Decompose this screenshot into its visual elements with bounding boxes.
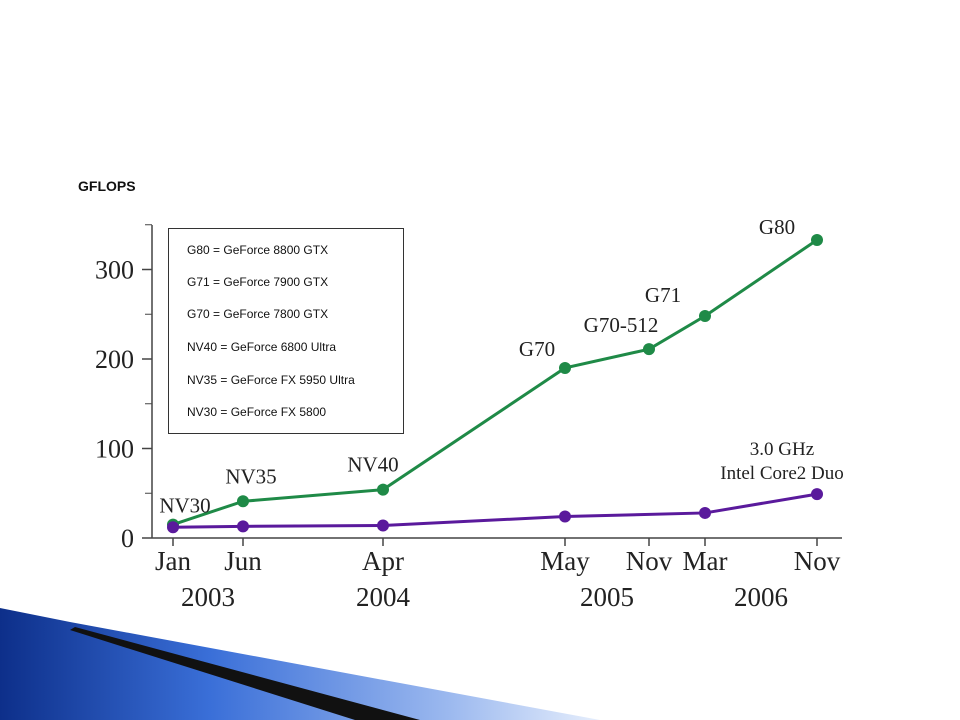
x-tick-label-month: Jun [224, 546, 262, 576]
y-tick-label: 100 [95, 435, 134, 464]
series-point-0 [377, 483, 389, 496]
legend-entry-g80: G80 = GeForce 8800 GTX [187, 243, 329, 257]
y-tick-label: 0 [121, 524, 134, 553]
y-tick-label: 300 [95, 256, 134, 285]
x-tick-label-year: 2006 [734, 582, 788, 612]
point-label: NV40 [347, 453, 398, 477]
y-axis-title: GFLOPS [78, 178, 136, 194]
x-tick-label-month: Jan [155, 546, 191, 576]
annotation-line1: 3.0 GHz [750, 439, 814, 460]
x-tick-label-year: 2003 [181, 582, 235, 612]
point-label: G70 [519, 337, 555, 361]
x-tick-label-month: Nov [626, 546, 673, 576]
series-point-0 [699, 310, 711, 323]
legend-entry-g70: G70 = GeForce 7800 GTX [187, 307, 329, 321]
black-ribbon [70, 627, 420, 720]
gflops-chart-figure: GFLOPS 0 100 200 300 Jan Jun Apr May Nov Mar Nov 20… [72, 160, 852, 615]
x-tick-label-month: Mar [683, 546, 728, 576]
series-point-1 [699, 506, 711, 519]
point-label: NV30 [159, 494, 210, 518]
gflops-line-chart: 0 100 200 300 Jan Jun Apr May Nov Mar Nov 2003 2004 2… [95, 215, 844, 612]
series-point-0 [559, 361, 571, 374]
series-point-1 [559, 510, 571, 523]
series-line-1 [172, 492, 818, 529]
point-label: G71 [645, 283, 681, 307]
series-point-0 [643, 343, 655, 356]
point-label: NV35 [225, 464, 276, 488]
x-tick-label-year: 2004 [356, 582, 411, 612]
series-point-1 [811, 488, 823, 501]
x-tick-label-month: May [540, 546, 590, 576]
series-point-1 [237, 520, 249, 533]
slide-decoration [0, 608, 600, 720]
blue-swoosh [0, 608, 600, 720]
legend-entry-nv35: NV35 = GeForce FX 5950 Ultra [187, 373, 355, 387]
series-point-1 [377, 519, 389, 532]
series-point-0 [811, 233, 823, 246]
x-tick-label-year: 2005 [580, 582, 634, 612]
legend-entry-nv30: NV30 = GeForce FX 5800 [187, 405, 327, 419]
point-label: G80 [759, 215, 795, 239]
annotation-line2: Intel Core2 Duo [720, 463, 843, 484]
series-point-0 [237, 495, 249, 508]
x-tick-label-month: Apr [362, 546, 404, 576]
legend-entry-g71: G71 = GeForce 7900 GTX [187, 275, 329, 289]
y-tick-label: 200 [95, 345, 134, 374]
series-point-1 [167, 521, 179, 534]
x-tick-label-month: Nov [794, 546, 841, 576]
legend-entry-nv40: NV40 = GeForce 6800 Ultra [187, 340, 337, 354]
point-label: G70-512 [584, 313, 659, 337]
legend: G80 = GeForce 8800 GTX G71 = GeForce 790… [168, 228, 404, 434]
